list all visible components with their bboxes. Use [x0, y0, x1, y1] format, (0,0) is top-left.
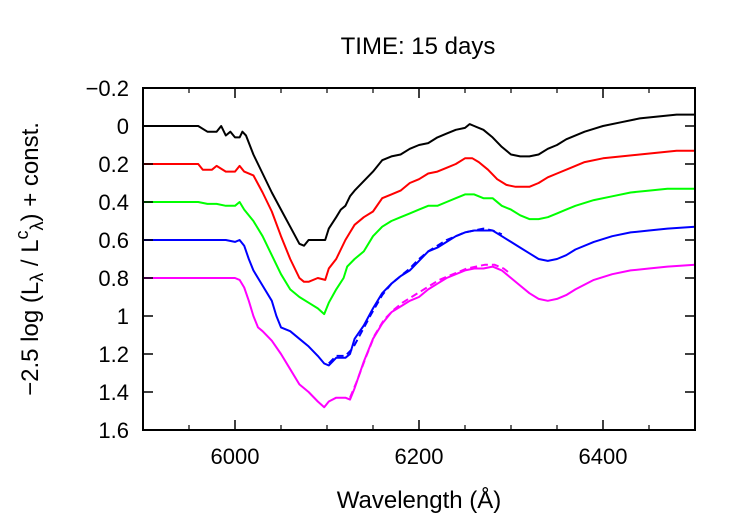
y-tick-label: 1.2	[98, 342, 129, 367]
y-tick-label: 0.4	[98, 190, 129, 215]
x-tick-label: 6200	[395, 444, 444, 469]
y-tick-label: 0	[117, 114, 129, 139]
chart-title: TIME: 15 days	[341, 33, 496, 60]
y-label-sub1: λ	[27, 273, 47, 282]
y-tick-label: −0.2	[86, 76, 129, 101]
series-line-5-dashed	[328, 227, 503, 365]
y-label-sub2: λ	[27, 221, 47, 230]
series-line-4	[143, 225, 696, 367]
series-line-3	[143, 187, 695, 316]
series-layer	[143, 113, 696, 409]
y-label-mid: / L	[17, 239, 44, 272]
x-tick-label: 6400	[579, 444, 628, 469]
series-line-1	[143, 113, 695, 247]
y-label-suffix: ) + const.	[17, 122, 44, 221]
plot-frame	[142, 87, 696, 431]
y-tick-label: 0.8	[98, 266, 129, 291]
y-tick-label: 0.2	[98, 152, 129, 177]
y-tick-label: 1.4	[98, 380, 129, 405]
tick-layer: −0.2 0 0.2 0.4 0.6 0.8 1 1.2 1.4 1.6 6000 6200 6400	[86, 76, 696, 469]
y-tick-label: 1.6	[98, 418, 129, 443]
x-tick-label: 6000	[211, 444, 260, 469]
y-axis-label: −2.5 log (Lλ / Lcλ) + const.	[12, 122, 47, 396]
series-line-2	[143, 149, 695, 283]
y-tick-label: 0.6	[98, 228, 129, 253]
y-tick-label: 1	[117, 304, 129, 329]
series-line-6	[143, 263, 696, 409]
series-line-7-dashed	[349, 263, 512, 399]
y-label-prefix: −2.5 log (L	[17, 282, 44, 396]
y-label-sup: c	[12, 230, 32, 239]
x-axis-label: Wavelength (Å)	[337, 486, 502, 514]
